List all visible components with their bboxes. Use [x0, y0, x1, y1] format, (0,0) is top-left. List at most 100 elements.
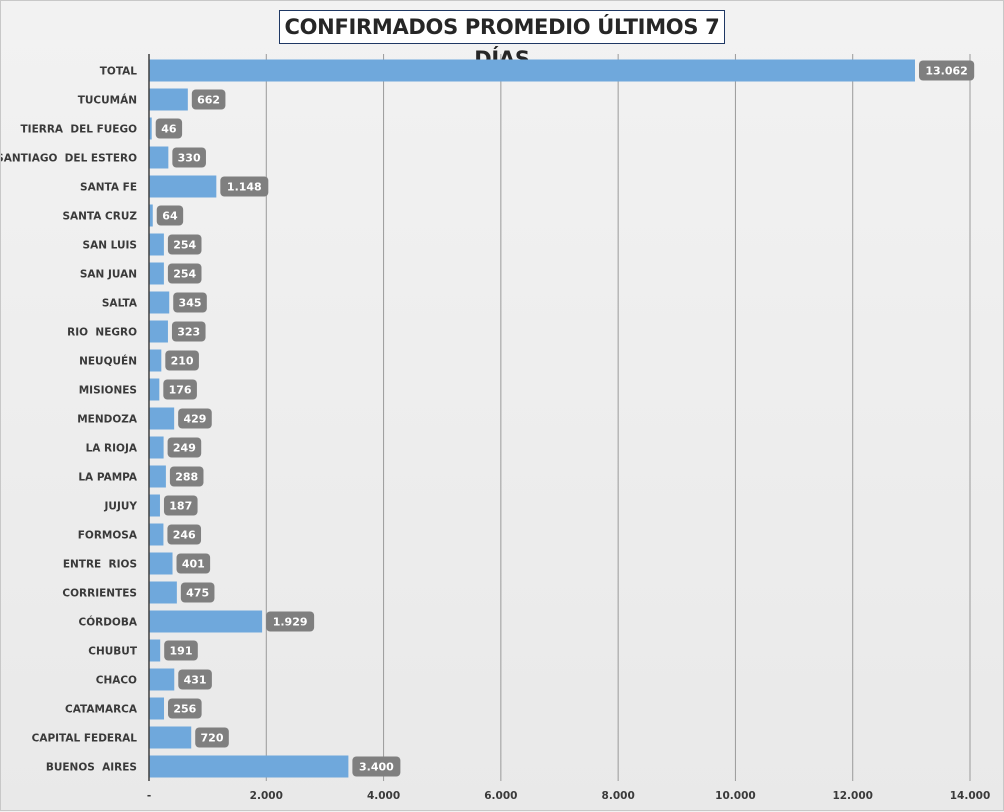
category-label: NEUQUÉN	[79, 355, 137, 368]
value-label: 64	[156, 205, 184, 226]
category-labels: TOTAL TUCUMÁN TIERRA DEL FUEGO SANTIAGO DEL…	[1, 66, 138, 774]
svg-text:345: 345	[179, 297, 202, 310]
value-label: 475	[180, 582, 215, 603]
category-label: FORMOSA	[78, 530, 138, 542]
value-label: 256	[168, 698, 202, 719]
category-label: CÓRDOBA	[79, 616, 138, 629]
category-label: SAN JUAN	[80, 269, 137, 281]
bar	[149, 697, 165, 720]
svg-text:1.148: 1.148	[227, 181, 262, 194]
x-tick-label: 14.000	[950, 790, 991, 802]
value-label: 3.400	[352, 756, 401, 777]
value-label: 176	[163, 379, 197, 400]
value-label: 191	[164, 640, 198, 661]
value-label: 431	[178, 669, 212, 690]
svg-text:3.400: 3.400	[359, 761, 394, 774]
svg-text:720: 720	[201, 732, 224, 745]
svg-text:46: 46	[161, 123, 177, 136]
value-label: 288	[169, 466, 204, 487]
x-tick-label: 8.000	[602, 790, 635, 802]
bar	[149, 262, 164, 285]
svg-text:256: 256	[173, 703, 196, 716]
category-label: TUCUMÁN	[78, 94, 137, 107]
value-label: 13.062	[918, 60, 975, 81]
svg-text:323: 323	[177, 326, 200, 339]
svg-text:288: 288	[175, 471, 198, 484]
x-tick-label: 12.000	[832, 790, 873, 802]
x-tick-label: 4.000	[367, 790, 400, 802]
bar	[149, 465, 166, 488]
bar	[149, 436, 164, 459]
svg-text:431: 431	[184, 674, 207, 687]
bar	[149, 175, 217, 198]
value-label: 429	[178, 408, 212, 429]
bar	[149, 349, 162, 372]
value-label: 345	[173, 292, 207, 313]
category-label: SANTA FE	[80, 182, 137, 194]
category-label: JUJUY	[104, 501, 138, 513]
value-label: 246	[167, 524, 202, 545]
bar	[149, 523, 164, 546]
bar	[149, 291, 170, 314]
category-label: LA PAMPA	[78, 472, 138, 484]
value-label: 330	[172, 147, 206, 168]
category-label: SANTA CRUZ	[62, 211, 137, 223]
svg-text:191: 191	[170, 645, 193, 658]
svg-text:401: 401	[182, 558, 205, 571]
bar	[149, 233, 164, 256]
value-labels: 13.062 662 46 330 1.148 64 254 254 345 323 210 176 4…	[155, 60, 975, 777]
svg-text:254: 254	[173, 239, 196, 252]
svg-text:210: 210	[171, 355, 194, 368]
category-label: ENTRE RIOS	[63, 559, 137, 571]
svg-text:176: 176	[169, 384, 192, 397]
value-label: 401	[176, 553, 211, 574]
value-label: 46	[155, 118, 183, 139]
value-label: 1.148	[220, 176, 269, 197]
category-label: MISIONES	[79, 385, 137, 397]
value-label: 187	[163, 495, 198, 516]
gridlines	[265, 54, 971, 781]
bar	[149, 117, 152, 140]
x-tick-label: 6.000	[484, 790, 517, 802]
svg-text:187: 187	[169, 500, 192, 513]
bar	[149, 726, 192, 749]
svg-text:249: 249	[173, 442, 196, 455]
value-label: 254	[167, 263, 202, 284]
category-label: SANTIAGO DEL ESTERO	[1, 153, 137, 165]
category-label: SAN LUIS	[83, 240, 137, 252]
bar	[149, 755, 349, 778]
svg-text:429: 429	[183, 413, 206, 426]
value-label: 210	[165, 350, 199, 371]
x-axis-tick-labels: - 2.000 4.000 6.000 8.000 10.000 12.000 14.000	[147, 790, 990, 802]
bar	[149, 552, 173, 575]
category-label: CHACO	[96, 675, 137, 687]
bar	[149, 610, 263, 633]
svg-text:330: 330	[178, 152, 201, 165]
bar	[149, 204, 153, 227]
value-label: 254	[167, 234, 202, 255]
category-label: RIO NEGRO	[67, 327, 137, 339]
svg-text:254: 254	[173, 268, 196, 281]
bar	[149, 639, 161, 662]
bars	[149, 59, 915, 778]
x-tick-label: 2.000	[250, 790, 283, 802]
x-tick-label: 10.000	[715, 790, 756, 802]
bar	[149, 320, 168, 343]
x-tick-label: -	[147, 790, 151, 802]
category-label: LA RIOJA	[86, 443, 138, 455]
bar	[149, 146, 169, 169]
bar	[149, 668, 175, 691]
svg-text:13.062: 13.062	[925, 65, 967, 78]
bar	[149, 407, 175, 430]
category-label: CHUBUT	[88, 646, 138, 658]
svg-text:662: 662	[197, 94, 220, 107]
svg-text:246: 246	[173, 529, 196, 542]
category-label: SALTA	[102, 298, 138, 310]
value-label: 249	[167, 437, 202, 458]
bar	[149, 88, 188, 111]
category-label: CAPITAL FEDERAL	[32, 733, 138, 745]
value-label: 1.929	[266, 611, 315, 632]
bar	[149, 378, 160, 401]
bar	[149, 581, 177, 604]
